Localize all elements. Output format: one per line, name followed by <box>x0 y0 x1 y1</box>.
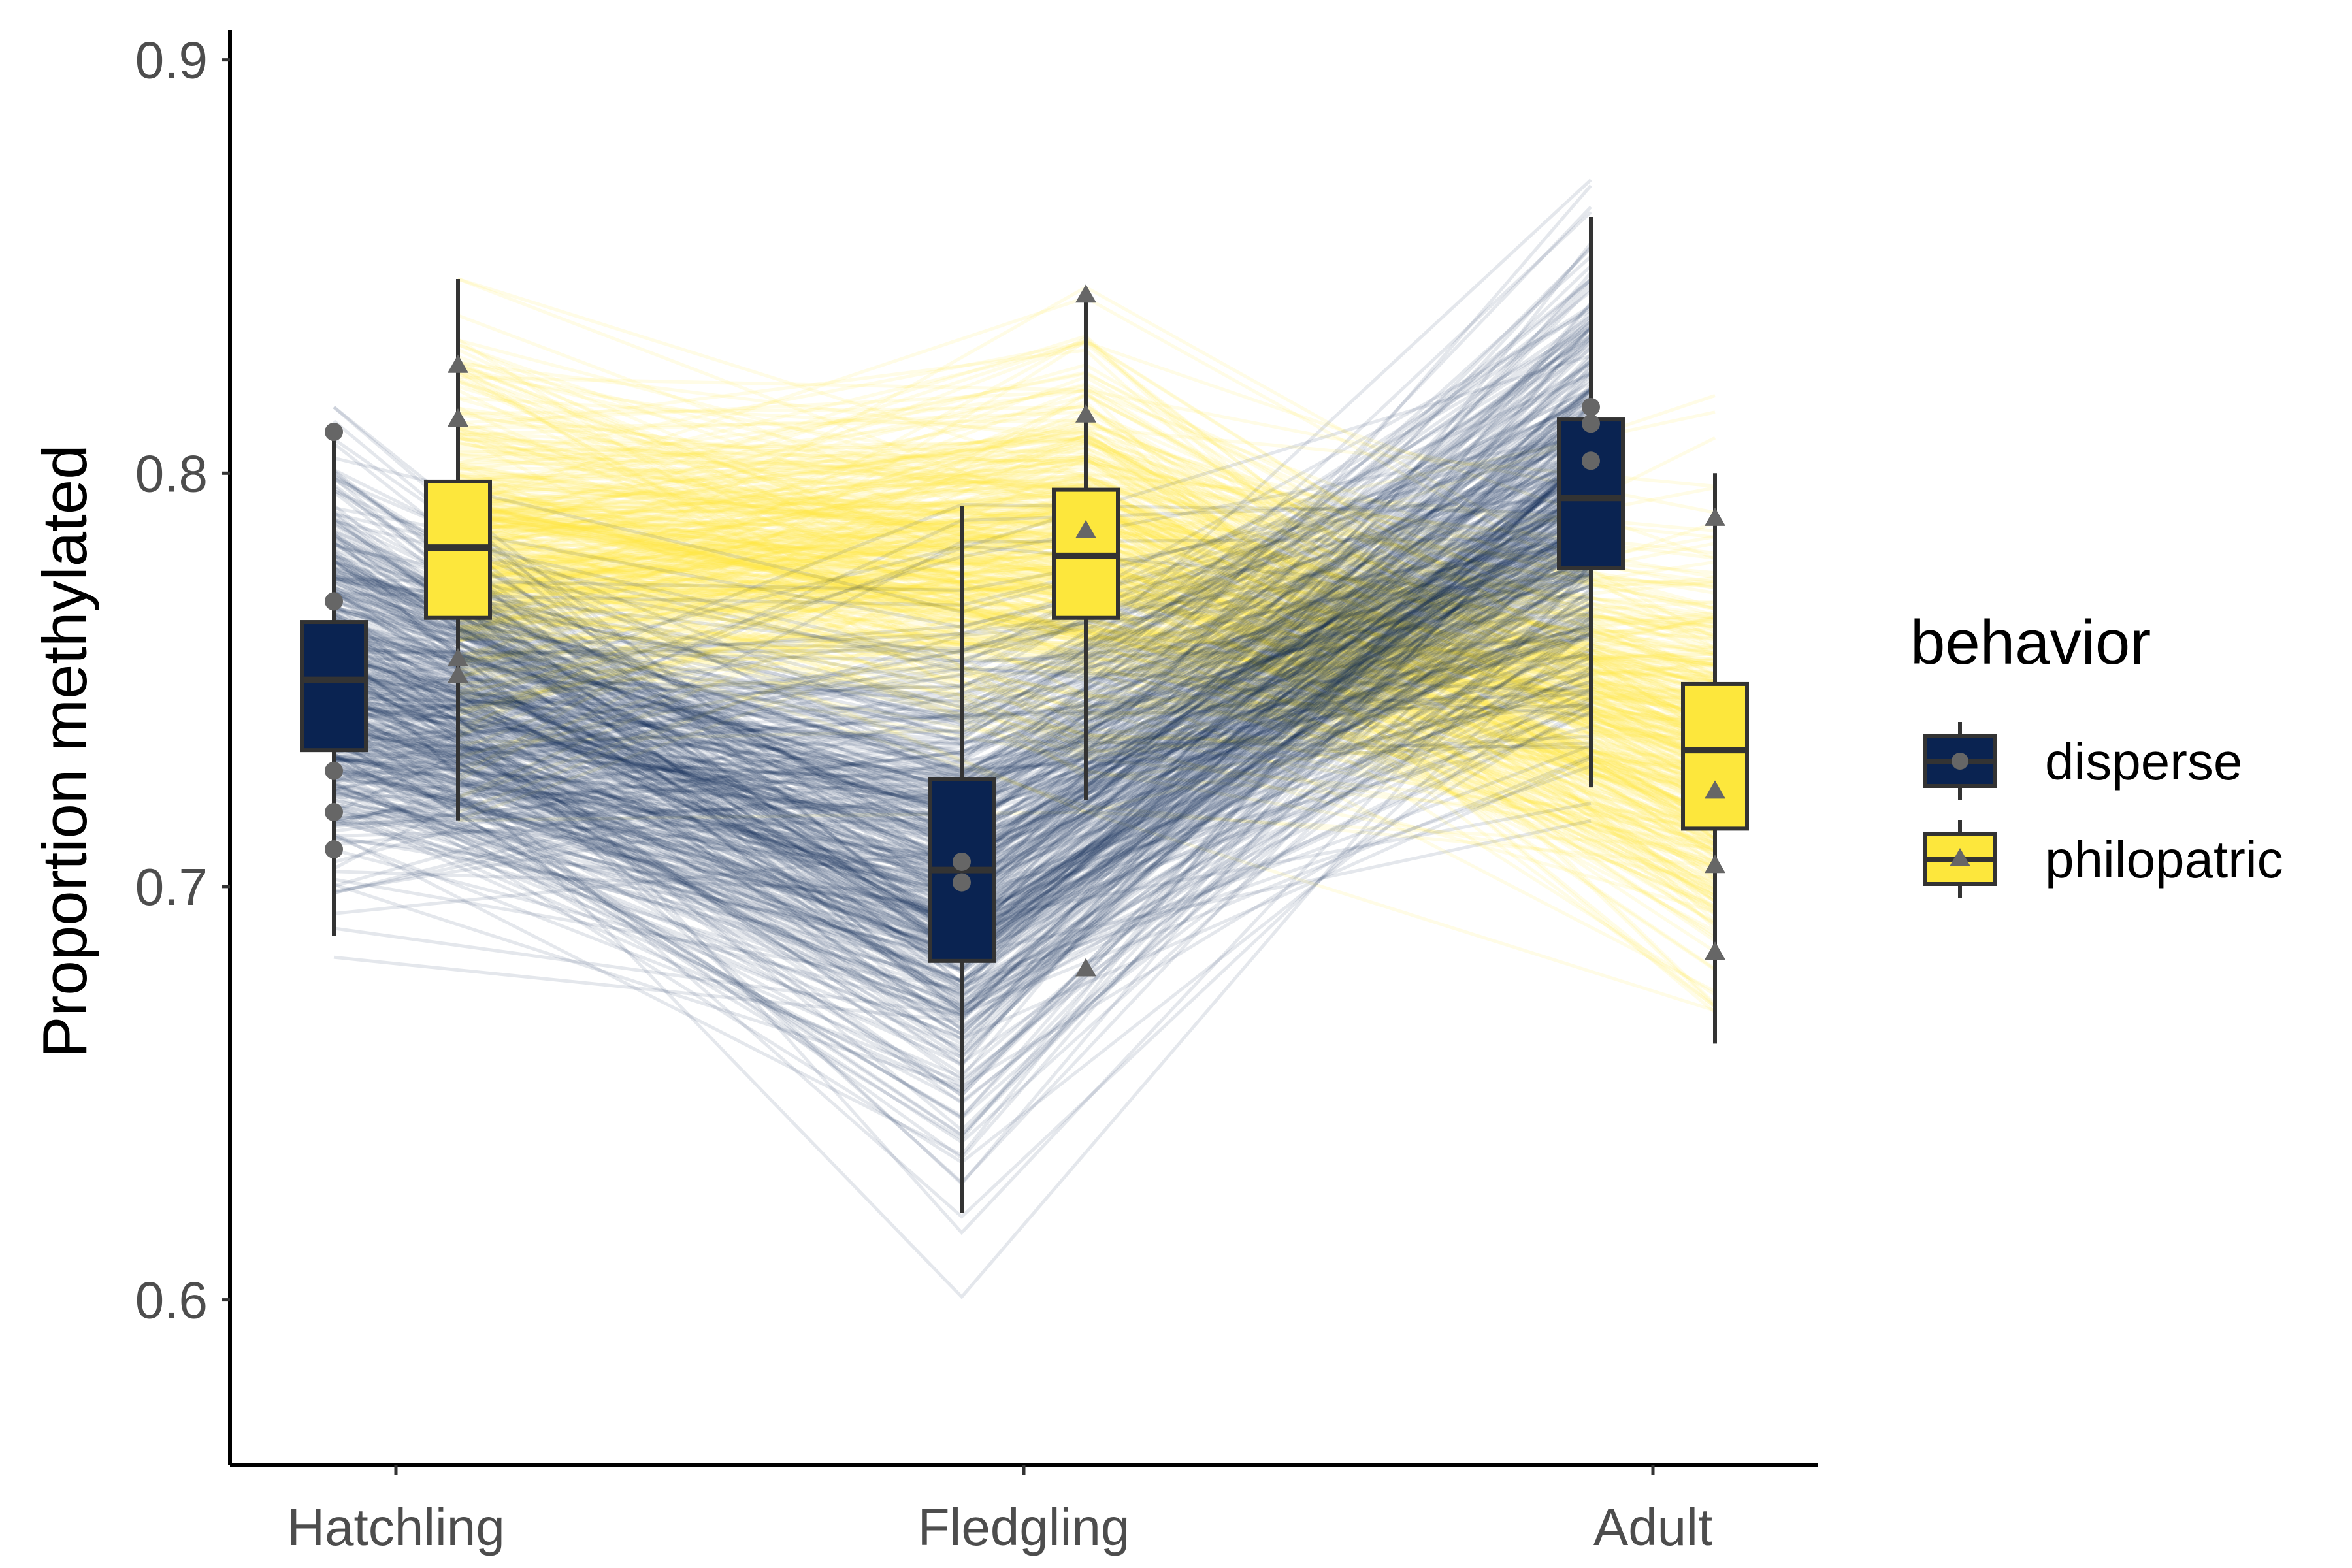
trajectory-line <box>457 552 1716 1013</box>
box-disperse-hatchling <box>300 423 368 936</box>
legend-key-point <box>1952 753 1968 770</box>
legend-label: disperse <box>2045 732 2242 791</box>
outlier-point <box>325 423 343 442</box>
y-tick-label: 0.8 <box>135 444 208 502</box>
outlier-point <box>325 761 343 780</box>
legend-key-point <box>1950 848 1970 866</box>
outlier-point <box>1705 855 1725 874</box>
trajectory-line <box>457 545 1716 814</box>
outlier-point <box>1075 284 1096 303</box>
x-tick-label: Hatchling <box>287 1498 505 1556</box>
x-tick-label: Adult <box>1593 1498 1712 1556</box>
axes: 0.6 0.7 0.8 0.9 Hatchling Fledgling Adult <box>135 30 1818 1556</box>
x-tick-label: Fledgling <box>918 1498 1130 1556</box>
trajectory-line <box>333 502 1592 756</box>
outlier-point <box>1705 780 1725 799</box>
box-philopatric-hatchling <box>424 278 492 821</box>
box-body <box>1681 681 1749 831</box>
legend-label: philopatric <box>2045 830 2283 889</box>
legend: behavior disperse philopatric <box>1910 608 2283 898</box>
trajectory-line <box>333 624 1592 1219</box>
outlier-point <box>1582 414 1600 433</box>
outlier-point <box>325 840 343 858</box>
legend-item-philopatric: philopatric <box>1923 820 2283 898</box>
outlier-point <box>325 592 343 611</box>
outlier-point <box>1705 941 1725 960</box>
outlier-point <box>1582 451 1600 470</box>
outlier-point <box>953 873 971 892</box>
outlier-point <box>1075 958 1096 977</box>
trajectory-line <box>333 531 1592 1235</box>
box-disperse-adult <box>1557 217 1625 788</box>
outlier-point <box>325 803 343 822</box>
outlier-point <box>953 852 971 871</box>
outlier-point <box>1582 398 1600 417</box>
y-tick-label: 0.9 <box>135 31 208 90</box>
trajectory-lines <box>333 178 1716 1299</box>
box-body <box>300 620 368 753</box>
legend-keys: disperse philopatric <box>1923 722 2283 898</box>
trajectory-line <box>457 605 1716 868</box>
box-philopatric-fledgling <box>1052 284 1120 977</box>
legend-title: behavior <box>1910 608 2151 678</box>
trajectory-line <box>457 810 1716 849</box>
boxplots <box>300 217 1749 1213</box>
box-body <box>1557 417 1625 570</box>
y-tick-label: 0.7 <box>135 858 208 916</box>
y-axis-title: Proportion methylated <box>30 444 100 1058</box>
outlier-point <box>448 664 468 683</box>
outlier-point <box>1075 519 1096 538</box>
outlier-point <box>448 354 468 373</box>
legend-item-disperse: disperse <box>1923 722 2242 800</box>
box-disperse-fledgling <box>928 506 996 1213</box>
box-philopatric-adult <box>1681 473 1749 1044</box>
outlier-point <box>448 647 468 666</box>
trajectory-line <box>333 563 1592 1299</box>
outlier-point <box>1705 507 1725 526</box>
y-tick-label: 0.6 <box>135 1271 208 1330</box>
outlier-point <box>1075 404 1096 423</box>
outlier-point <box>448 408 468 427</box>
